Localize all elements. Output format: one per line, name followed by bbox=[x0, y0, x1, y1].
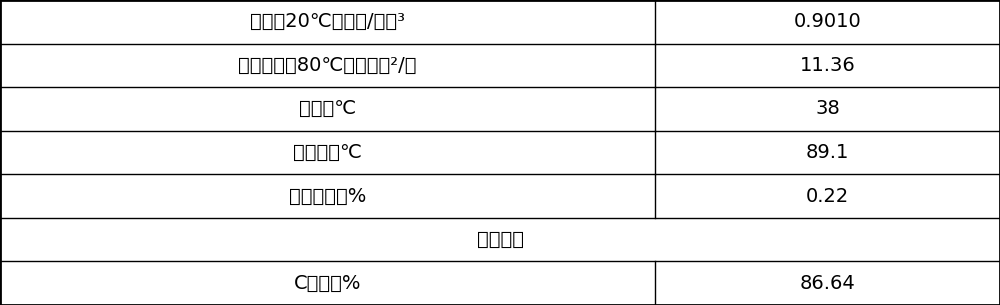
Text: 元素组成: 元素组成 bbox=[477, 230, 524, 249]
Text: 86.64: 86.64 bbox=[800, 274, 855, 293]
Text: 0.9010: 0.9010 bbox=[794, 12, 861, 31]
Text: 残炭，重量%: 残炭，重量% bbox=[289, 187, 366, 206]
Text: 89.1: 89.1 bbox=[806, 143, 849, 162]
Text: C，重量%: C，重量% bbox=[294, 274, 361, 293]
Text: 11.36: 11.36 bbox=[800, 56, 855, 75]
Text: 凝点，℃: 凝点，℃ bbox=[299, 99, 356, 118]
Text: 38: 38 bbox=[815, 99, 840, 118]
Text: 密度（20℃），克/厘米³: 密度（20℃），克/厘米³ bbox=[250, 12, 405, 31]
Text: 苯胺点，℃: 苯胺点，℃ bbox=[293, 143, 362, 162]
Text: 运动粘度（80℃），毫米²/秒: 运动粘度（80℃），毫米²/秒 bbox=[238, 56, 417, 75]
Text: 0.22: 0.22 bbox=[806, 187, 849, 206]
